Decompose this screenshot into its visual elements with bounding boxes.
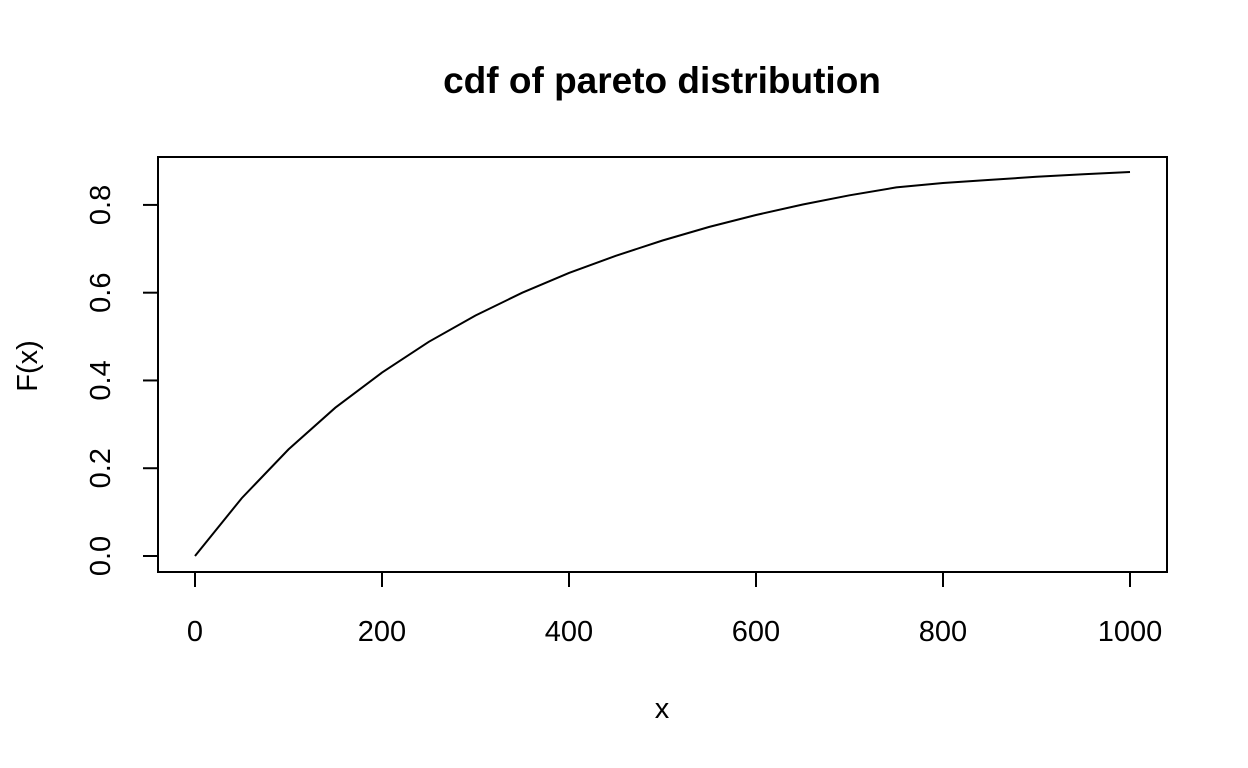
y-tick-label: 0.8 [85, 185, 117, 225]
x-axis-label: x [655, 693, 670, 725]
y-tick-label: 0.0 [85, 536, 117, 576]
series-line [194, 171, 1131, 557]
y-axis-label: F(x) [12, 340, 44, 392]
x-tick-label: 1000 [1098, 616, 1163, 648]
x-tick-label: 0 [187, 616, 203, 648]
x-tick-label: 600 [732, 616, 780, 648]
y-axis: 0.0 0.2 0.4 0.6 0.8 [85, 185, 158, 576]
plot-frame [157, 156, 1168, 573]
x-tick-label: 800 [919, 616, 967, 648]
y-tick-label: 0.2 [85, 448, 117, 488]
chart-title: cdf of pareto distribution [443, 60, 881, 101]
x-tick-label: 200 [358, 616, 406, 648]
x-tick-label: 400 [545, 616, 593, 648]
x-axis: 0 200 400 600 800 1000 [187, 572, 1162, 648]
y-tick-label: 0.4 [85, 360, 117, 400]
y-tick-label: 0.6 [85, 273, 117, 313]
